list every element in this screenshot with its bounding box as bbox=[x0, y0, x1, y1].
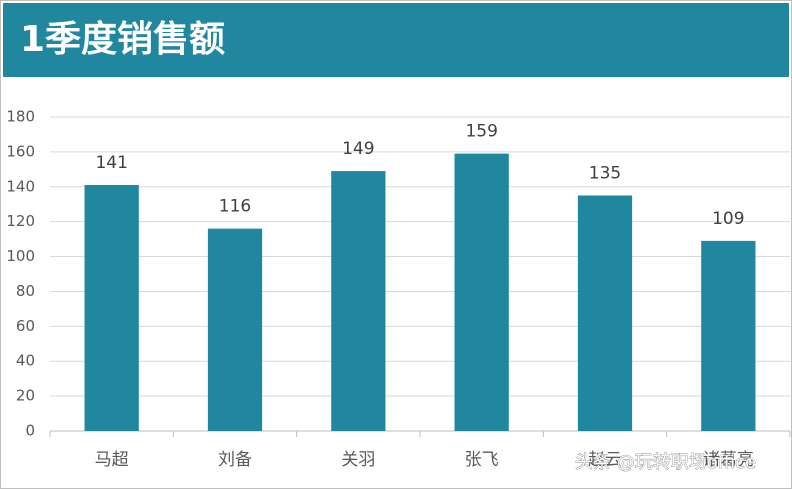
y-tick-label: 20 bbox=[16, 387, 35, 405]
y-tick-label: 40 bbox=[16, 352, 35, 370]
data-label: 109 bbox=[712, 209, 744, 229]
data-label: 141 bbox=[95, 153, 127, 173]
x-tick-label: 关羽 bbox=[341, 450, 375, 470]
data-label: 135 bbox=[589, 164, 621, 184]
x-tick-label: 诸葛亮 bbox=[703, 450, 754, 470]
x-tick-label: 张飞 bbox=[465, 450, 499, 470]
data-label: 116 bbox=[219, 197, 251, 217]
x-tick-label: 赵云 bbox=[588, 450, 622, 470]
bar bbox=[331, 171, 386, 432]
y-tick-label: 120 bbox=[6, 212, 35, 230]
y-tick-label: 100 bbox=[6, 247, 35, 265]
y-tick-label: 160 bbox=[6, 142, 35, 160]
bar bbox=[577, 195, 633, 431]
data-label: 149 bbox=[342, 139, 374, 159]
y-tick-label: 0 bbox=[25, 422, 35, 440]
bar bbox=[207, 228, 263, 431]
y-tick-label: 140 bbox=[6, 177, 35, 195]
bar bbox=[84, 185, 139, 431]
y-tick-label: 80 bbox=[16, 282, 35, 300]
data-label: 159 bbox=[465, 122, 497, 142]
bar bbox=[454, 153, 509, 431]
x-tick-label: 马超 bbox=[95, 450, 129, 470]
y-tick-label: 180 bbox=[6, 108, 35, 126]
watermark: 头条 @玩转职场office bbox=[575, 452, 756, 473]
title-banner bbox=[3, 3, 789, 77]
chart-title: 1季度销售额 bbox=[20, 19, 225, 60]
bar bbox=[701, 240, 756, 431]
y-tick-label: 60 bbox=[16, 317, 35, 335]
x-tick-label: 刘备 bbox=[218, 450, 252, 470]
